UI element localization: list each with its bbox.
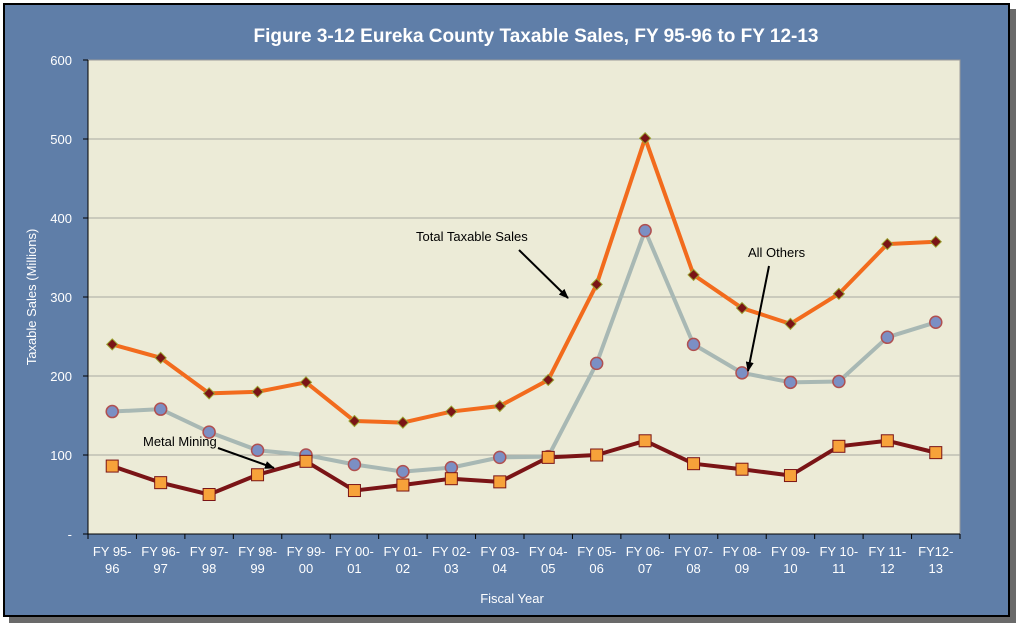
data-point-all-others (105, 404, 119, 419)
data-point-total-taxable-sales (784, 317, 797, 331)
x-tick-label: FY 00-01 (335, 544, 374, 576)
chart-title: Figure 3-12 Eureka County Taxable Sales,… (254, 26, 819, 47)
data-point-metal-mining (590, 448, 604, 462)
x-tick-label: FY 10-11 (819, 544, 858, 576)
y-tick-label: 300 (50, 290, 72, 305)
data-point-metal-mining (299, 454, 313, 468)
data-point-metal-mining (347, 484, 361, 498)
data-point-all-others (832, 374, 846, 389)
data-point-total-taxable-sales (735, 301, 749, 315)
data-point-all-others (202, 425, 216, 439)
data-point-all-others (493, 450, 507, 465)
data-point-total-taxable-sales (687, 268, 700, 282)
annotation-total-taxable-sales: Total Taxable Sales (416, 229, 528, 244)
x-tick-label: FY 97-98 (190, 544, 229, 576)
y-tick-label: 100 (50, 448, 72, 463)
data-point-metal-mining (202, 488, 216, 501)
data-point-all-others (250, 443, 265, 458)
data-point-total-taxable-sales (929, 235, 942, 248)
data-point-total-taxable-sales (396, 416, 410, 429)
x-tick-label: FY 96-97 (141, 544, 180, 576)
data-point-metal-mining (541, 450, 555, 464)
data-point-total-taxable-sales (881, 237, 894, 251)
x-tick-label: FY 11-12 (868, 544, 906, 576)
data-point-total-taxable-sales (202, 387, 216, 400)
x-tick-label: FY12-13 (918, 544, 953, 576)
data-point-metal-mining (638, 434, 652, 448)
data-point-metal-mining (493, 475, 507, 489)
data-point-total-taxable-sales (299, 376, 313, 389)
data-point-metal-mining (783, 469, 797, 483)
data-point-all-others (153, 402, 168, 416)
data-point-metal-mining (832, 439, 846, 453)
data-point-total-taxable-sales (590, 278, 603, 291)
data-point-total-taxable-sales (106, 338, 119, 351)
y-tick-label: 600 (50, 53, 72, 68)
x-tick-label: FY 01-02 (383, 544, 422, 576)
series-line-metal-mining (111, 438, 937, 497)
data-point-all-others (347, 457, 362, 472)
x-axis-label: Fiscal Year (480, 591, 544, 606)
data-point-total-taxable-sales (638, 132, 652, 145)
x-tick-label: FY 08-09 (723, 544, 762, 576)
x-tick-label: FY 99-00 (287, 544, 326, 576)
annotation-arrow-others (745, 265, 770, 372)
data-point-all-others (638, 223, 652, 238)
annotation-arrow-metal (217, 447, 275, 469)
y-axis-ticks: - 100 200 300 400 500 600 (50, 53, 960, 542)
data-point-all-others (589, 356, 604, 371)
x-tick-label: FY 95-96 (93, 544, 132, 576)
data-point-all-others (880, 330, 895, 345)
data-point-all-others (735, 366, 749, 380)
data-point-total-taxable-sales (493, 399, 506, 413)
gridlines (88, 138, 960, 456)
series-lines (111, 136, 937, 497)
x-tick-label: FY 04-05 (529, 544, 568, 576)
data-point-all-others (396, 464, 410, 479)
data-point-metal-mining (444, 472, 458, 486)
x-axis-ticks: FY 95-96 FY 96-97 FY 97-98 FY 98-99 FY 99-00… (87, 534, 961, 576)
x-tick-label: FY 02-03 (432, 544, 471, 576)
data-point-all-others (783, 375, 798, 390)
series-line-all-others (112, 228, 937, 474)
data-point-total-taxable-sales (348, 414, 361, 428)
data-point-total-taxable-sales (832, 287, 846, 301)
data-point-metal-mining (880, 434, 894, 448)
data-point-metal-mining (735, 462, 749, 476)
annotation-arrow-total (518, 249, 569, 299)
y-tick-label: 400 (50, 211, 72, 226)
data-point-total-taxable-sales (251, 385, 264, 399)
data-point-all-others (929, 315, 943, 330)
data-point-total-taxable-sales (445, 405, 458, 418)
data-point-metal-mining (105, 459, 119, 473)
annotation-all-others: All Others (748, 245, 806, 260)
data-point-metal-mining (154, 476, 168, 490)
data-point-total-taxable-sales (542, 373, 555, 387)
data-point-metal-mining (929, 446, 943, 460)
x-tick-label: FY 06-07 (626, 544, 665, 576)
x-tick-label: FY 05-06 (577, 544, 616, 576)
x-tick-label: FY 03-04 (480, 544, 519, 576)
series-markers (105, 132, 943, 501)
y-tick-label: 200 (50, 369, 72, 384)
y-tick-label: - (68, 527, 72, 542)
data-point-all-others (444, 460, 459, 475)
series-line-total-taxable-sales (111, 136, 936, 425)
data-point-total-taxable-sales (154, 351, 167, 365)
y-axis-label: Taxable Sales (Millions) (24, 229, 39, 366)
y-tick-label: 500 (50, 132, 72, 147)
data-point-metal-mining (396, 478, 410, 492)
annotations: Total Taxable Sales All Others Metal Min… (143, 229, 806, 469)
x-tick-label: FY 98-99 (238, 544, 277, 576)
data-point-metal-mining (251, 468, 265, 482)
annotation-metal-mining: Metal Mining (143, 434, 217, 449)
data-point-metal-mining (687, 457, 701, 471)
data-point-all-others (686, 337, 701, 352)
x-tick-label: FY 07-08 (674, 544, 713, 576)
x-tick-label: FY 09-10 (771, 544, 810, 576)
